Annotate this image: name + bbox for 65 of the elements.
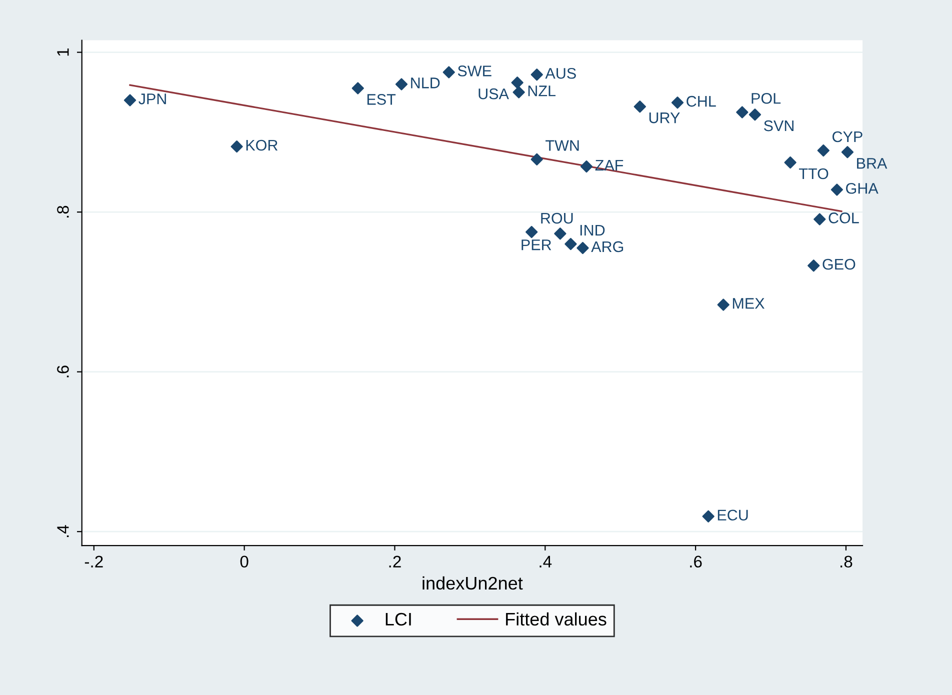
x-tick-label: 0 bbox=[240, 556, 248, 568]
annotation: COL bbox=[828, 212, 859, 224]
point bbox=[512, 86, 525, 98]
point bbox=[671, 96, 684, 109]
annotation: GHA bbox=[846, 182, 878, 194]
annotation: CHL bbox=[686, 96, 716, 107]
annotation: URY bbox=[649, 112, 680, 124]
point bbox=[511, 76, 524, 89]
point bbox=[530, 68, 543, 81]
legend-label: Fitted values bbox=[506, 612, 606, 626]
annotation: ROU bbox=[541, 212, 573, 224]
point bbox=[702, 510, 714, 522]
annotation: AUS bbox=[545, 68, 576, 79]
point bbox=[395, 78, 408, 90]
point bbox=[124, 94, 136, 106]
annotation: TTO bbox=[798, 168, 828, 180]
annotation: GEO bbox=[822, 258, 856, 270]
annotation: SWE bbox=[458, 66, 492, 76]
annotation: NLD bbox=[411, 78, 440, 88]
point bbox=[580, 160, 593, 173]
annotation: KOR bbox=[246, 140, 278, 151]
point bbox=[564, 238, 577, 250]
point bbox=[576, 242, 589, 254]
annotation: ECU bbox=[718, 510, 748, 521]
point bbox=[352, 82, 364, 94]
y-tick-label: .6 bbox=[57, 366, 69, 378]
point bbox=[554, 228, 566, 240]
annotation: POL bbox=[752, 92, 781, 104]
y-tick-label: .4 bbox=[57, 525, 69, 538]
annotation: IND bbox=[580, 224, 605, 236]
annotation: SVN bbox=[764, 120, 794, 132]
point bbox=[717, 298, 730, 311]
point bbox=[230, 140, 243, 153]
annotation: EST bbox=[367, 94, 396, 105]
point bbox=[736, 106, 748, 118]
point bbox=[748, 108, 762, 121]
annotation: ARG bbox=[591, 241, 624, 252]
point bbox=[808, 260, 820, 272]
point bbox=[530, 153, 543, 166]
annotation: TWN bbox=[546, 140, 579, 151]
point bbox=[814, 213, 826, 226]
legend-label: LCI bbox=[386, 612, 411, 626]
y-tick-label: 1 bbox=[57, 48, 69, 56]
point bbox=[634, 100, 646, 113]
x-tick-label: -.2 bbox=[84, 556, 103, 568]
x-axis-title: indexUn2net bbox=[422, 576, 523, 590]
annotation: NZL bbox=[528, 86, 556, 96]
annotation: JPN bbox=[138, 94, 166, 104]
annotation: CYP bbox=[832, 131, 862, 142]
point bbox=[784, 156, 796, 169]
point bbox=[526, 226, 538, 238]
annotation: ZAF bbox=[595, 160, 624, 170]
point bbox=[830, 184, 844, 196]
x-tick-label: .8 bbox=[840, 556, 852, 568]
annotation: BRA bbox=[857, 158, 888, 169]
y-tick-label: .8 bbox=[57, 206, 69, 218]
x-tick-label: .6 bbox=[690, 556, 702, 568]
annotation: USA bbox=[478, 88, 509, 100]
point bbox=[841, 146, 854, 158]
point bbox=[442, 66, 455, 78]
point bbox=[817, 144, 830, 157]
annotation: PER bbox=[522, 240, 552, 250]
x-tick-label: .2 bbox=[389, 556, 401, 568]
x-tick-label: .4 bbox=[540, 556, 552, 568]
annotation: MEX bbox=[732, 298, 764, 309]
